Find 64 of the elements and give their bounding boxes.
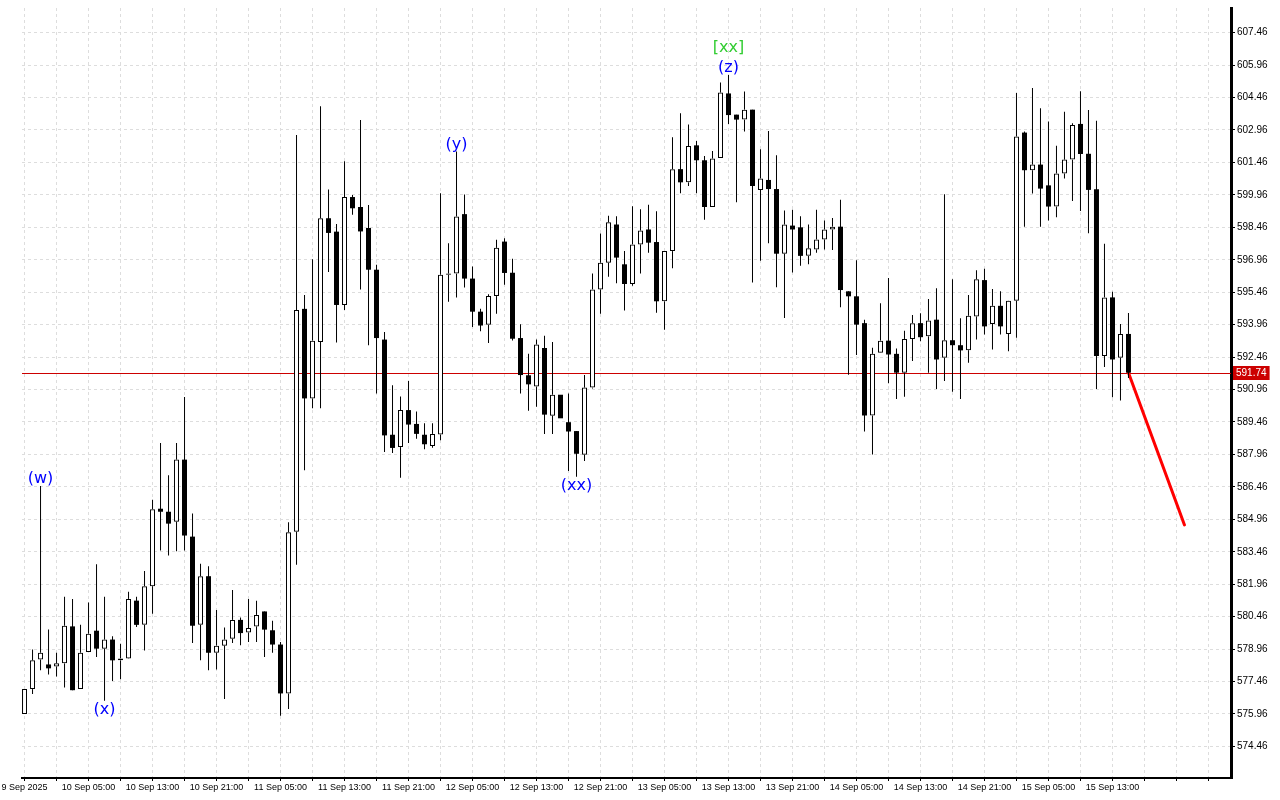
ref-line-label: 591.74 bbox=[1236, 367, 1268, 379]
candlestick bbox=[158, 442, 164, 551]
y-tick-label: 593.96 bbox=[1237, 318, 1269, 330]
annotation: (w) bbox=[27, 468, 54, 488]
y-tick-label: 578.96 bbox=[1237, 642, 1269, 654]
y-tick-label: 590.96 bbox=[1237, 383, 1269, 395]
y-tick-label: 581.96 bbox=[1237, 577, 1269, 589]
x-tick-label: 13 Sep 05:00 bbox=[637, 781, 692, 792]
candlestick bbox=[845, 291, 851, 375]
candlestick bbox=[22, 689, 28, 714]
y-tick-label: 577.46 bbox=[1237, 675, 1269, 687]
candlestick bbox=[957, 318, 963, 400]
y-tick-label: 586.46 bbox=[1237, 480, 1269, 492]
candlestick bbox=[829, 218, 835, 251]
y-tick-label: 607.46 bbox=[1237, 26, 1269, 38]
y-tick-label: 599.96 bbox=[1237, 188, 1269, 200]
y-tick-label: 602.96 bbox=[1237, 123, 1269, 135]
candlestick bbox=[1029, 88, 1035, 194]
x-tick-label: 13 Sep 21:00 bbox=[765, 781, 820, 792]
annotation: (z) bbox=[718, 57, 739, 77]
y-tick-label: 601.46 bbox=[1237, 156, 1269, 168]
y-tick-label: 598.46 bbox=[1237, 221, 1269, 233]
x-tick-label: 13 Sep 13:00 bbox=[701, 781, 756, 792]
x-tick-label: 10 Sep 21:00 bbox=[189, 781, 244, 792]
annotation: [xx] bbox=[712, 37, 745, 57]
x-tick-label: 15 Sep 13:00 bbox=[1085, 781, 1140, 792]
x-tick-label: 12 Sep 13:00 bbox=[509, 781, 564, 792]
x-tick-label: 12 Sep 05:00 bbox=[445, 781, 500, 792]
candlestick bbox=[765, 131, 771, 244]
x-tick-label: 14 Sep 13:00 bbox=[893, 781, 948, 792]
x-tick-label: 10 Sep 13:00 bbox=[125, 781, 180, 792]
candlestick bbox=[558, 394, 563, 419]
x-tick-label: 11 Sep 21:00 bbox=[382, 781, 435, 792]
annotation: (x) bbox=[93, 698, 116, 718]
candlestick bbox=[102, 596, 108, 701]
x-tick-label: 11 Sep 05:00 bbox=[254, 781, 307, 792]
y-tick-label: 589.46 bbox=[1237, 415, 1269, 427]
candlestick bbox=[941, 194, 947, 381]
y-tick-label: 596.96 bbox=[1237, 253, 1269, 265]
annotation: (xx) bbox=[560, 474, 593, 494]
x-tick-label: 10 Sep 05:00 bbox=[61, 781, 116, 792]
y-tick-label: 595.46 bbox=[1237, 285, 1269, 297]
y-tick-label: 604.46 bbox=[1237, 91, 1269, 103]
y-tick-label: 584.96 bbox=[1237, 513, 1269, 525]
candlestick bbox=[222, 627, 228, 700]
y-tick-label: 574.46 bbox=[1237, 740, 1269, 752]
x-tick-label: 15 Sep 05:00 bbox=[1021, 781, 1076, 792]
candlestick bbox=[118, 643, 124, 680]
candlestick bbox=[246, 598, 252, 642]
x-tick-label: 11 Sep 13:00 bbox=[318, 781, 371, 792]
candlestick bbox=[733, 114, 739, 203]
candlestick bbox=[949, 279, 955, 392]
annotation: (y) bbox=[445, 133, 468, 153]
y-tick-label: 587.96 bbox=[1237, 448, 1269, 460]
x-tick-label: 14 Sep 21:00 bbox=[957, 781, 1012, 792]
y-tick-label: 583.46 bbox=[1237, 545, 1269, 557]
y-tick-label: 580.46 bbox=[1237, 610, 1269, 622]
candlestick bbox=[38, 486, 44, 671]
x-tick-label: 14 Sep 05:00 bbox=[829, 781, 884, 792]
y-tick-label: 575.96 bbox=[1237, 707, 1269, 719]
x-tick-label: 12 Sep 21:00 bbox=[573, 781, 628, 792]
y-tick-label: 592.46 bbox=[1237, 350, 1269, 362]
y-tick-label: 605.96 bbox=[1237, 58, 1269, 70]
x-tick-label: 9 Sep 2025 bbox=[1, 781, 48, 792]
